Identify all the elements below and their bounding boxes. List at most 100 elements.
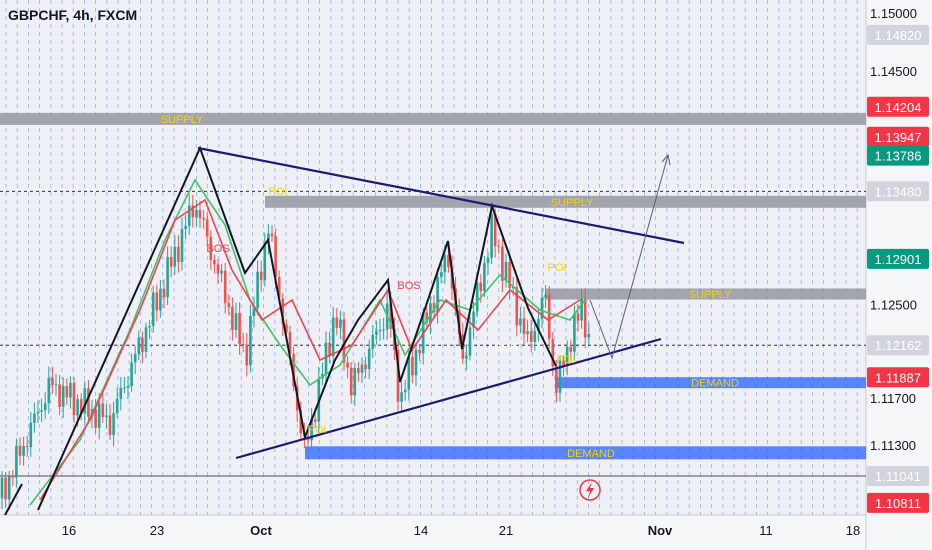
time-tick-label: 16 xyxy=(62,523,76,538)
time-axis-background xyxy=(0,515,866,550)
candle-body xyxy=(61,386,65,407)
candle-body xyxy=(184,226,187,230)
candle-body xyxy=(483,263,486,291)
candle-body xyxy=(396,349,400,402)
time-tick-label: 11 xyxy=(759,523,773,538)
candle-body xyxy=(198,210,202,219)
candle-body xyxy=(299,410,303,434)
candle-body xyxy=(0,477,4,499)
candle-body xyxy=(209,236,213,260)
price-label: 1.14820 xyxy=(875,28,922,43)
candle-body xyxy=(526,331,529,335)
candle-body xyxy=(335,317,339,328)
candle-body xyxy=(11,476,15,478)
price-tick-label: 1.11300 xyxy=(870,438,916,453)
candle-body xyxy=(18,445,22,456)
price-label-box xyxy=(867,248,929,269)
flash-icon[interactable] xyxy=(579,479,601,501)
poi-annotation: POI xyxy=(548,262,567,274)
candle-body xyxy=(569,346,573,352)
candle-body xyxy=(112,413,115,435)
candle-body xyxy=(375,331,378,335)
candle-body xyxy=(40,410,43,412)
candle-body xyxy=(465,355,468,359)
price-label: 1.13480 xyxy=(875,184,922,199)
candle-body xyxy=(540,297,544,320)
candle-body xyxy=(108,415,112,435)
candle-body xyxy=(87,388,90,417)
candle-body xyxy=(7,476,11,500)
candle-body xyxy=(501,246,504,281)
candle-body xyxy=(177,246,180,262)
candle-body xyxy=(263,242,267,281)
candle-body xyxy=(223,270,227,304)
candle-body xyxy=(220,270,223,274)
candle-body xyxy=(519,318,522,326)
demand-zone-label: DEMAND xyxy=(567,448,615,460)
candle-body xyxy=(213,259,216,265)
upper-trendline xyxy=(197,146,685,245)
candle-body xyxy=(292,353,295,387)
candle-body xyxy=(141,337,144,352)
candle-body xyxy=(119,387,123,399)
candle-body xyxy=(533,331,537,342)
candle-body xyxy=(33,413,36,423)
demand-zone xyxy=(555,377,866,389)
time-axis[interactable]: 16 23 Oct 14 21 Nov 11 18 xyxy=(62,523,860,538)
candle-body xyxy=(126,386,130,388)
candle-body xyxy=(583,298,587,338)
candle-body xyxy=(101,403,105,417)
price-label: 1.11041 xyxy=(875,469,921,484)
candle-body xyxy=(479,282,483,291)
price-axis[interactable]: 1.15000 1.14500 1.12500 1.11700 1.11300 1.148… xyxy=(867,6,929,513)
candle-body xyxy=(310,419,313,441)
candle-body xyxy=(562,360,565,367)
annotation-layer: POI POI POI POI BOS BOS BOS xyxy=(206,186,575,436)
time-tick-label: Nov xyxy=(648,523,673,538)
candle-body xyxy=(537,319,540,332)
supply-zone-label: SUPPLY xyxy=(551,197,594,209)
candle-body xyxy=(195,210,198,218)
candle-body xyxy=(36,411,40,414)
candle-body xyxy=(547,294,551,340)
supply-zone xyxy=(0,112,866,125)
candle-body xyxy=(371,334,375,349)
time-tick-label: 21 xyxy=(499,523,513,538)
candle-body xyxy=(522,318,526,334)
candle-body xyxy=(447,255,450,267)
candle-body xyxy=(313,419,317,422)
price-label-box xyxy=(867,466,929,486)
candle-body xyxy=(411,356,414,376)
candle-body xyxy=(205,219,209,237)
lower-trendline xyxy=(235,337,662,460)
candle-body xyxy=(403,389,407,393)
candle-body xyxy=(54,384,58,386)
candle-body xyxy=(281,298,285,325)
candle-body xyxy=(357,368,360,373)
candle-body xyxy=(436,277,439,313)
price-tick-label: 1.11700 xyxy=(870,391,916,406)
bos-annotation: BOS xyxy=(494,342,517,354)
candle-body xyxy=(331,317,335,357)
candle-body xyxy=(169,257,173,267)
candle-body xyxy=(15,445,18,478)
candle-body xyxy=(47,377,51,404)
candle-body xyxy=(508,262,511,288)
candle-body xyxy=(144,327,148,352)
candle-body xyxy=(249,316,252,366)
candle-body xyxy=(328,342,331,357)
price-label-box xyxy=(867,24,929,45)
bos-annotation: BOS xyxy=(397,280,420,292)
candle-body xyxy=(58,384,61,407)
bos-annotation: BOS xyxy=(206,243,229,255)
candle-body xyxy=(432,303,436,313)
zone-layer: SUPPLY SUPPLY SUPPLY DEMAND DEMAND xyxy=(0,112,866,460)
price-label-box xyxy=(867,335,929,356)
price-label-box xyxy=(867,367,929,388)
candle-body xyxy=(137,337,141,355)
candle-body xyxy=(486,257,490,264)
price-label-box xyxy=(867,126,929,147)
projection-arrowhead xyxy=(661,153,671,166)
